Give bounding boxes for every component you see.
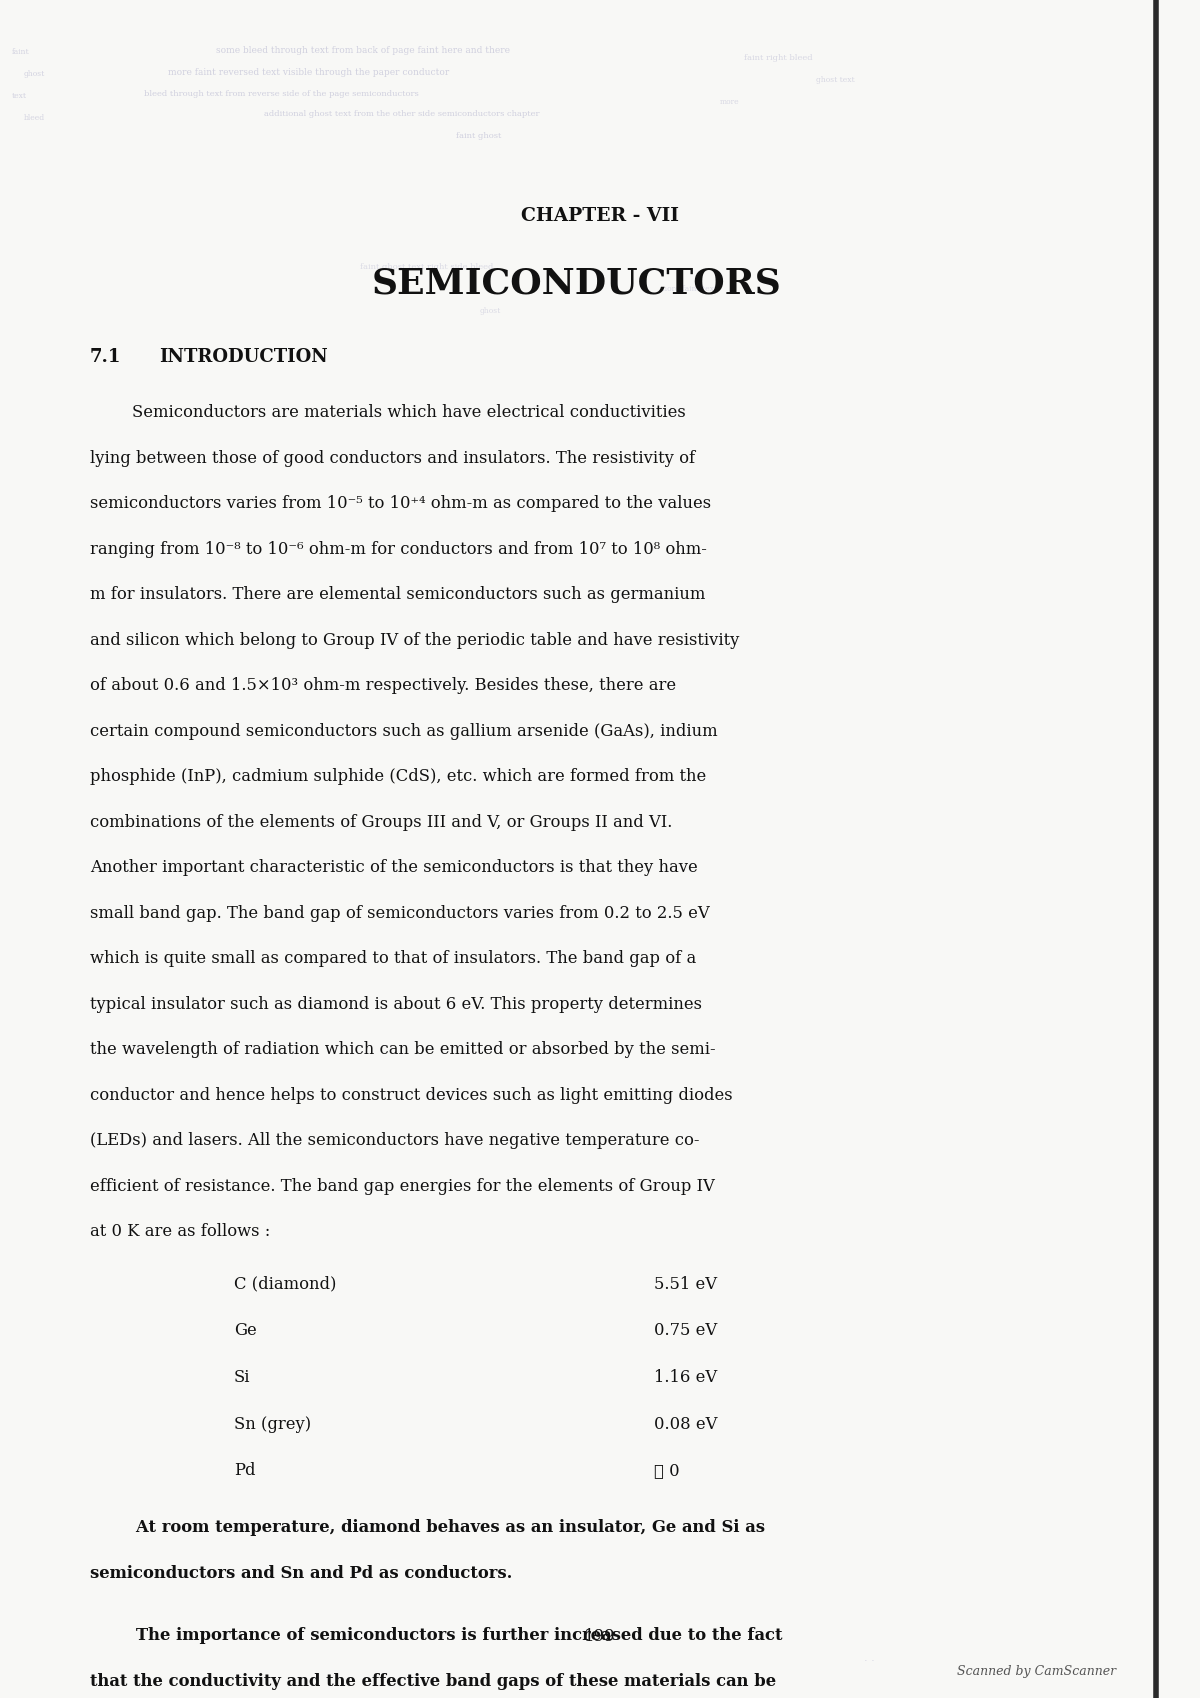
Text: ranging from 10⁻⁸ to 10⁻⁶ ohm-m for conductors and from 10⁷ to 10⁸ ohm-: ranging from 10⁻⁸ to 10⁻⁶ ohm-m for cond… xyxy=(90,540,707,557)
Text: semiconductors and Sn and Pd as conductors.: semiconductors and Sn and Pd as conducto… xyxy=(90,1566,512,1583)
Text: more faint reversed text visible through the paper conductor: more faint reversed text visible through… xyxy=(168,68,449,76)
Text: some bleed through text from back of page faint here and there: some bleed through text from back of pag… xyxy=(216,46,510,54)
Text: which is quite small as compared to that of insulators. The band gap of a: which is quite small as compared to that… xyxy=(90,951,696,968)
Text: faint ghost: faint ghost xyxy=(456,132,502,141)
Text: INTRODUCTION: INTRODUCTION xyxy=(160,348,329,367)
Text: ghost: ghost xyxy=(24,70,46,78)
Text: 0.08 eV: 0.08 eV xyxy=(654,1416,718,1433)
Text: SEMICONDUCTORS: SEMICONDUCTORS xyxy=(371,267,781,301)
Text: 1.16 eV: 1.16 eV xyxy=(654,1369,718,1386)
Text: of about 0.6 and 1.5×10³ ohm-m respectively. Besides these, there are: of about 0.6 and 1.5×10³ ohm-m respectiv… xyxy=(90,678,676,694)
Text: typical insulator such as diamond is about 6 eV. This property determines: typical insulator such as diamond is abo… xyxy=(90,995,702,1012)
Text: faint: faint xyxy=(12,48,30,56)
Text: Scanned by CamScanner: Scanned by CamScanner xyxy=(956,1664,1116,1678)
Text: bleed: bleed xyxy=(24,114,46,122)
Text: text: text xyxy=(12,92,28,100)
Text: 5.51 eV: 5.51 eV xyxy=(654,1275,718,1292)
Text: 199: 199 xyxy=(584,1628,616,1645)
Text: faint ghost text right side bleed: faint ghost text right side bleed xyxy=(360,263,493,272)
Text: conductor and hence helps to construct devices such as light emitting diodes: conductor and hence helps to construct d… xyxy=(90,1087,733,1104)
Text: faint right bleed: faint right bleed xyxy=(744,54,812,63)
Text: Semiconductors are materials which have electrical conductivities: Semiconductors are materials which have … xyxy=(90,404,685,421)
Text: CHAPTER - VII: CHAPTER - VII xyxy=(521,207,679,226)
Text: ≅ 0: ≅ 0 xyxy=(654,1462,679,1479)
Text: At room temperature, diamond behaves as an insulator, Ge and Si as: At room temperature, diamond behaves as … xyxy=(90,1520,766,1537)
Text: and silicon which belong to Group IV of the periodic table and have resistivity: and silicon which belong to Group IV of … xyxy=(90,632,739,649)
Text: Another important characteristic of the semiconductors is that they have: Another important characteristic of the … xyxy=(90,859,697,876)
Text: Sn (grey): Sn (grey) xyxy=(234,1416,311,1433)
Text: C (diamond): C (diamond) xyxy=(234,1275,336,1292)
Text: the wavelength of radiation which can be emitted or absorbed by the semi-: the wavelength of radiation which can be… xyxy=(90,1041,715,1058)
Text: (LEDs) and lasers. All the semiconductors have negative temperature co-: (LEDs) and lasers. All the semiconductor… xyxy=(90,1133,700,1150)
Text: at 0 K are as follows :: at 0 K are as follows : xyxy=(90,1223,270,1240)
Text: . .: . . xyxy=(864,1652,875,1662)
Text: 0.75 eV: 0.75 eV xyxy=(654,1323,718,1340)
Text: combinations of the elements of Groups III and V, or Groups II and VI.: combinations of the elements of Groups I… xyxy=(90,813,672,830)
Text: 7.1: 7.1 xyxy=(90,348,121,367)
Text: additional ghost text from the other side semiconductors chapter: additional ghost text from the other sid… xyxy=(264,110,540,119)
Text: small band gap. The band gap of semiconductors varies from 0.2 to 2.5 eV: small band gap. The band gap of semicond… xyxy=(90,905,709,922)
Text: efficient of resistance. The band gap energies for the elements of Group IV: efficient of resistance. The band gap en… xyxy=(90,1178,715,1195)
Text: Ge: Ge xyxy=(234,1323,257,1340)
Text: more faint text: more faint text xyxy=(660,285,718,294)
Text: more: more xyxy=(720,98,739,107)
Text: ghost: ghost xyxy=(480,307,502,316)
Text: Si: Si xyxy=(234,1369,251,1386)
Text: Pd: Pd xyxy=(234,1462,256,1479)
Text: semiconductors varies from 10⁻⁵ to 10⁺⁴ ohm-m as compared to the values: semiconductors varies from 10⁻⁵ to 10⁺⁴ … xyxy=(90,496,712,513)
Text: that the conductivity and the effective band gaps of these materials can be: that the conductivity and the effective … xyxy=(90,1673,776,1690)
Text: lying between those of good conductors and insulators. The resistivity of: lying between those of good conductors a… xyxy=(90,450,695,467)
Text: phosphide (InP), cadmium sulphide (CdS), etc. which are formed from the: phosphide (InP), cadmium sulphide (CdS),… xyxy=(90,767,707,784)
Text: bleed through text from reverse side of the page semiconductors: bleed through text from reverse side of … xyxy=(144,90,419,98)
Text: The importance of semiconductors is further increased due to the fact: The importance of semiconductors is furt… xyxy=(90,1627,782,1644)
Text: certain compound semiconductors such as gallium arsenide (GaAs), indium: certain compound semiconductors such as … xyxy=(90,723,718,740)
Text: ghost text: ghost text xyxy=(816,76,854,85)
Text: m for insulators. There are elemental semiconductors such as germanium: m for insulators. There are elemental se… xyxy=(90,586,706,603)
